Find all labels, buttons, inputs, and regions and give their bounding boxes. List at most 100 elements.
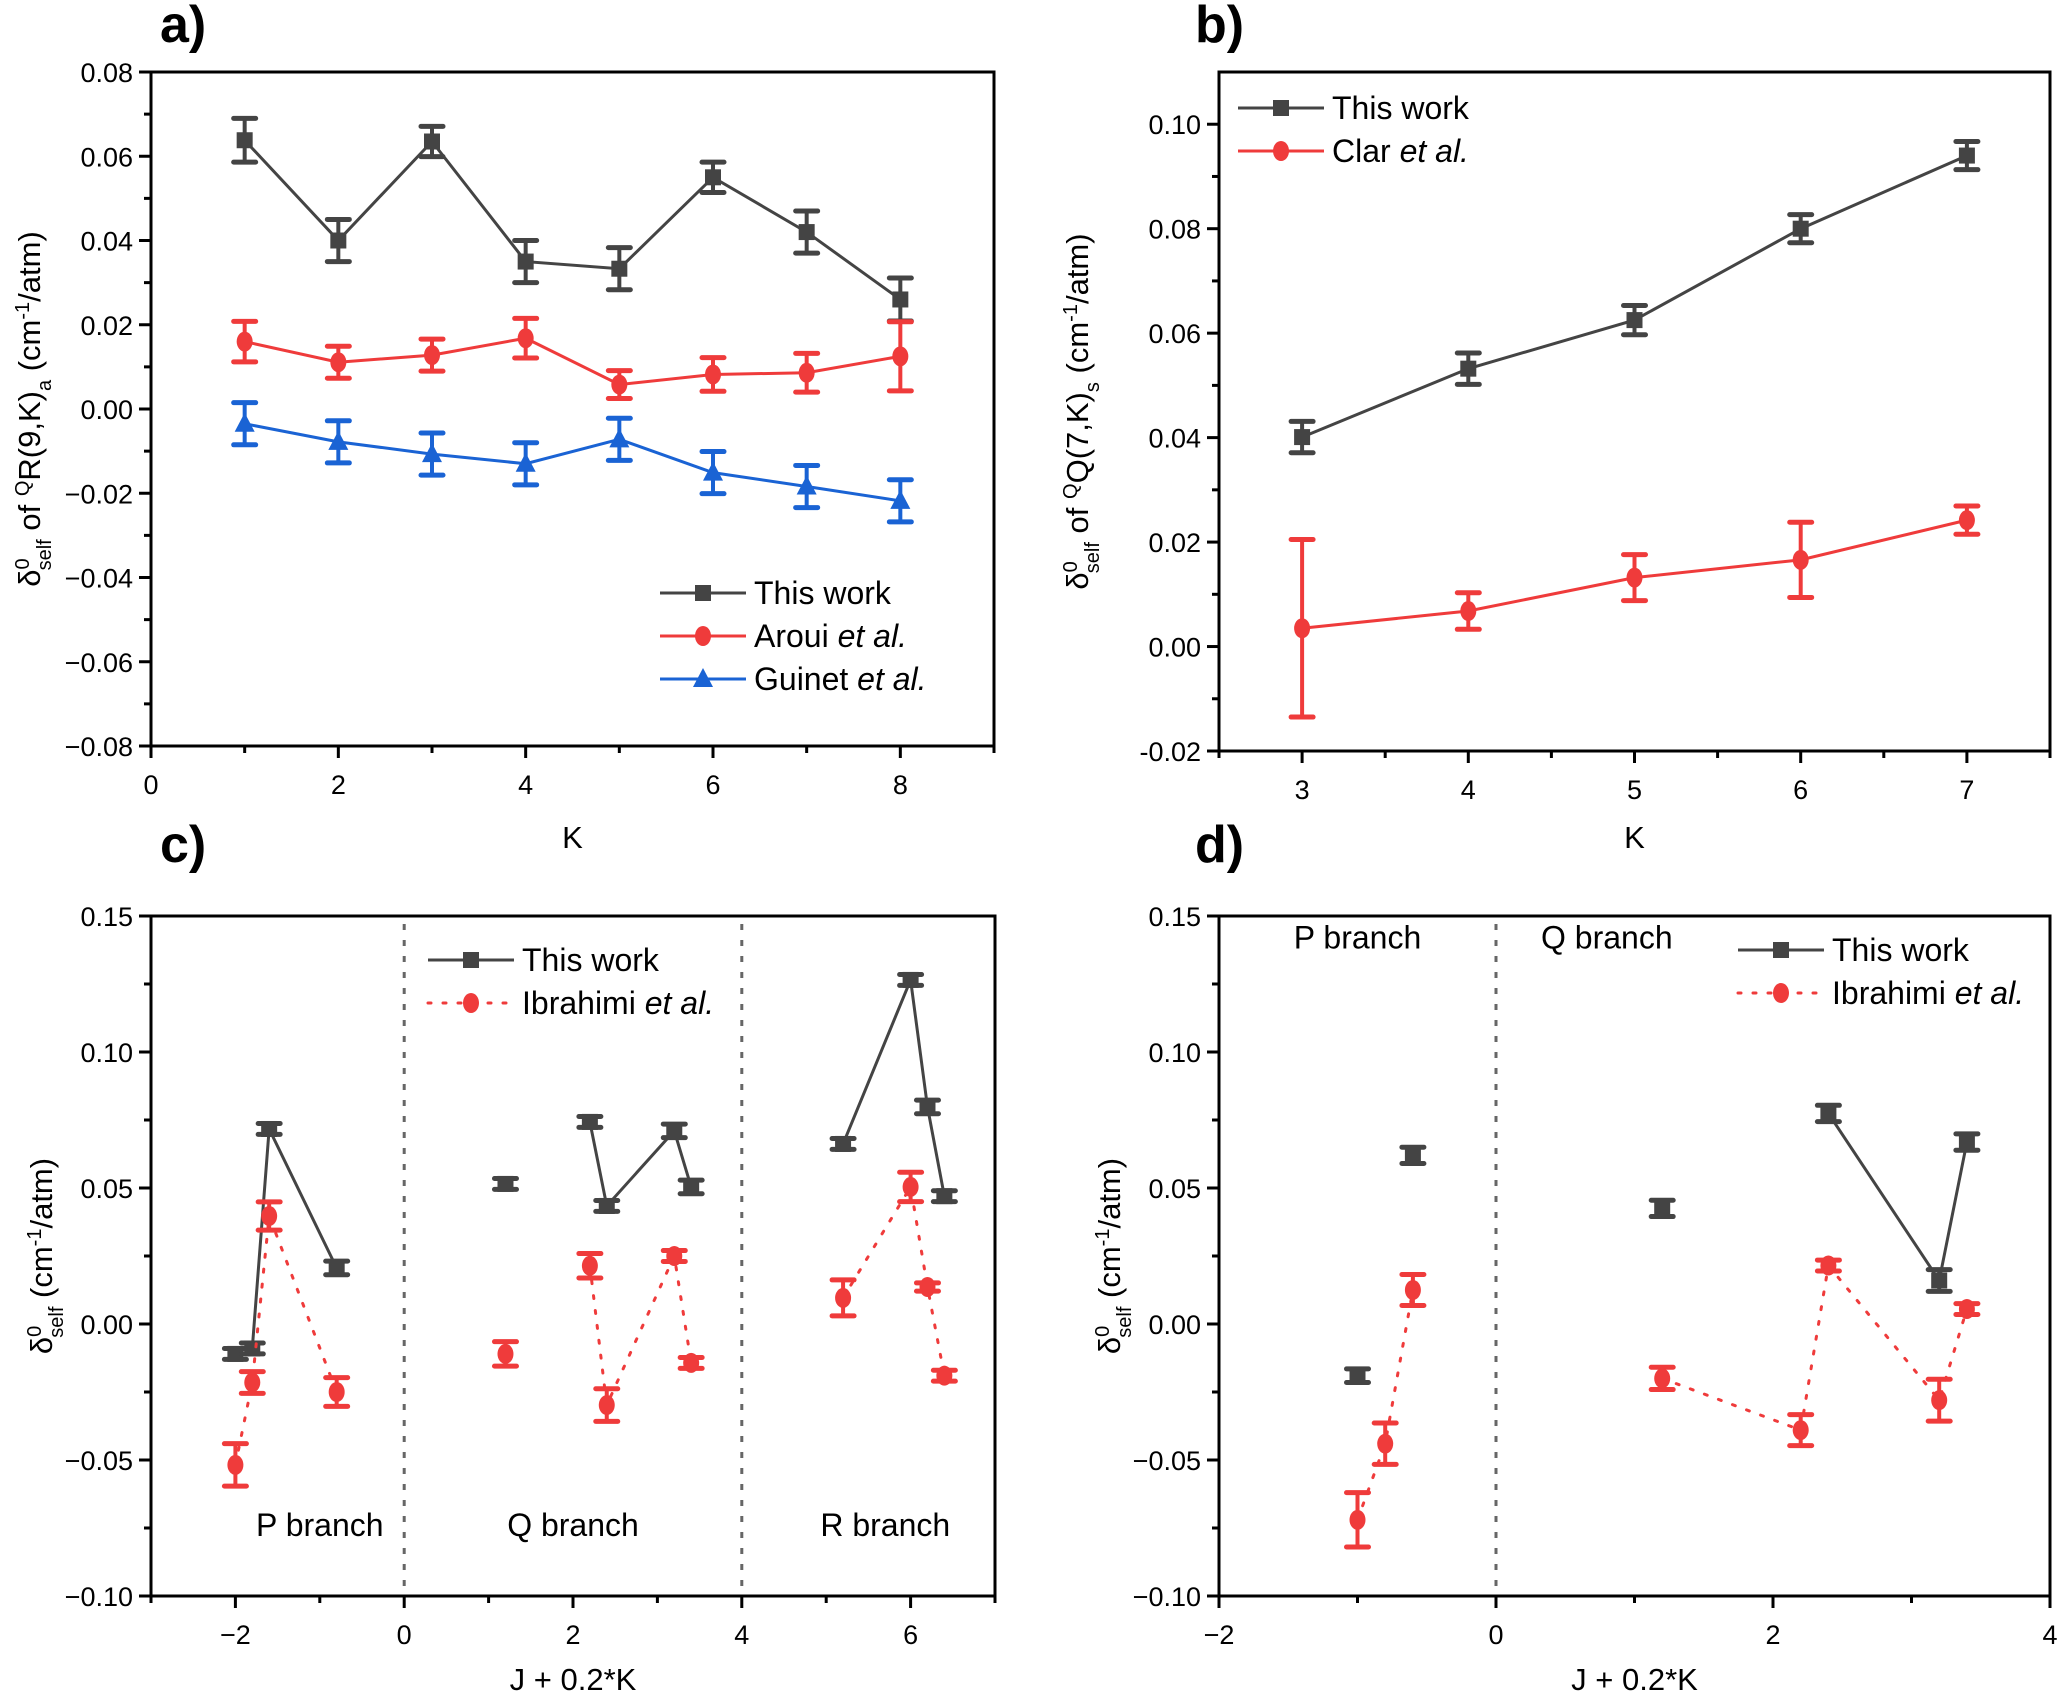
- triangle-marker: [234, 412, 255, 432]
- y-axis-label: δ0self of QQ(7,K)s (cm-1/atm): [1060, 233, 1104, 589]
- series-clar: [1288, 503, 1981, 720]
- data-point: [324, 343, 352, 381]
- circle-marker: [902, 1176, 919, 1197]
- axis-ticks: 0 2 4 6 8 −0.08 −0.06 −0.04 −0.02 0.00 0.02 0.04 0.0…: [65, 58, 996, 800]
- series-line: [1356, 1288, 1415, 1522]
- data-point: [1399, 1271, 1427, 1309]
- panel-letter: a): [160, 0, 206, 54]
- data-point: [1925, 1376, 1953, 1424]
- series-line: [233, 1215, 339, 1467]
- triangle-marker: [328, 430, 349, 450]
- circle-marker: [261, 1206, 278, 1227]
- data-point: [930, 1188, 958, 1205]
- plot-area: [1288, 138, 1981, 720]
- data-point: [1648, 1197, 1676, 1220]
- data-point: [605, 245, 633, 293]
- series-line: [243, 139, 902, 301]
- legend: This work Ibrahimi et al.: [426, 942, 714, 1021]
- data-point: [793, 350, 821, 395]
- series-line: [250, 1123, 339, 1349]
- square-marker: [683, 1178, 700, 1195]
- circle-marker: [835, 1287, 852, 1308]
- data-point: [593, 1197, 621, 1214]
- square-marker: [1626, 312, 1643, 329]
- circle-marker: [330, 352, 347, 373]
- legend-square-marker: [463, 952, 479, 968]
- branch-annotation: Q branch: [507, 1507, 639, 1543]
- data-point: [323, 1258, 351, 1278]
- y-axis-label-text: δ0self (cm-1/atm): [1092, 1158, 1136, 1354]
- square-marker: [1460, 360, 1477, 377]
- legend-circle-marker: [1773, 983, 1789, 1003]
- branch-annotation: R branch: [820, 1507, 950, 1543]
- legend-label: This work: [1832, 932, 1970, 968]
- data-point: [1648, 1364, 1676, 1393]
- series-ibrahimi: [221, 1169, 958, 1489]
- x-tick-label: 4: [1461, 775, 1476, 805]
- square-marker: [598, 1197, 615, 1214]
- panel-letter: c): [160, 816, 206, 874]
- square-marker: [919, 1098, 936, 1115]
- triangle-marker: [703, 461, 723, 481]
- data-point: [1399, 1144, 1427, 1167]
- legend-triangle-marker: [693, 668, 713, 687]
- square-marker: [328, 1259, 345, 1276]
- square-marker: [1294, 429, 1311, 446]
- circle-marker: [424, 345, 440, 366]
- legend-entry: Aroui et al.: [660, 618, 907, 654]
- data-point: [1621, 552, 1648, 604]
- data-point: [1288, 418, 1316, 456]
- x-tick-label: 6: [1793, 775, 1808, 805]
- data-point: [897, 971, 925, 988]
- square-marker: [236, 132, 253, 149]
- legend-entry: This work: [428, 942, 660, 978]
- series-line: [841, 974, 946, 1197]
- data-point: [913, 1277, 941, 1298]
- data-point: [1787, 519, 1815, 600]
- square-marker: [1931, 1272, 1948, 1289]
- branch-annotation: P branch: [1294, 920, 1422, 956]
- y-axis-label: δ0self (cm-1/atm): [1092, 1158, 1136, 1354]
- data-point: [324, 216, 352, 265]
- circle-marker: [581, 1255, 598, 1276]
- panel-b: b) 3 4 5 6 7-0.020.000.020.040.060.080.10 K …: [1060, 0, 2052, 855]
- legend-label: Aroui et al.: [754, 618, 907, 654]
- data-point: [605, 415, 633, 463]
- data-point: [576, 1113, 604, 1130]
- data-point: [1454, 590, 1482, 632]
- square-marker: [892, 291, 909, 308]
- square-marker: [705, 169, 721, 186]
- square-marker: [244, 1340, 261, 1357]
- data-point: [1953, 138, 1981, 173]
- y-tick-label: 0.10: [1148, 110, 1201, 140]
- data-point: [418, 123, 446, 160]
- series-line: [244, 422, 901, 503]
- data-point: [1787, 212, 1815, 246]
- series-line: [841, 1182, 946, 1378]
- data-point: [255, 1120, 283, 1137]
- y-tick-label: 0.00: [80, 395, 133, 425]
- y-axis-label-text: δ0self (cm-1/atm): [24, 1158, 68, 1354]
- legend-entry: This work: [1238, 90, 1470, 126]
- data-point: [512, 238, 540, 286]
- legend-circle-marker: [463, 993, 479, 1013]
- circle-marker: [236, 331, 253, 352]
- square-marker: [517, 253, 534, 270]
- x-tick-label: 8: [893, 770, 908, 800]
- square-marker: [1958, 147, 1975, 164]
- data-point: [829, 1135, 857, 1152]
- square-marker: [330, 232, 347, 249]
- circle-marker: [1377, 1433, 1394, 1454]
- legend-circle-marker: [695, 626, 711, 646]
- y-axis-label: δ0self (cm-1/atm): [24, 1158, 68, 1354]
- panel-a: a) 0 2 4 6 8 −0.08 −0.06 −0.04 −0.02 0.00 0.02 0.04…: [12, 0, 996, 855]
- x-axis-label: K: [562, 820, 583, 855]
- data-point: [491, 1339, 519, 1369]
- x-axis-label: J + 0.2*K: [1571, 1662, 1698, 1697]
- square-marker: [1654, 1200, 1671, 1217]
- data-point: [593, 1386, 621, 1424]
- square-marker: [611, 260, 628, 277]
- data-point: [512, 440, 540, 488]
- legend-entry: Clar et al.: [1238, 133, 1469, 169]
- data-point: [793, 462, 821, 511]
